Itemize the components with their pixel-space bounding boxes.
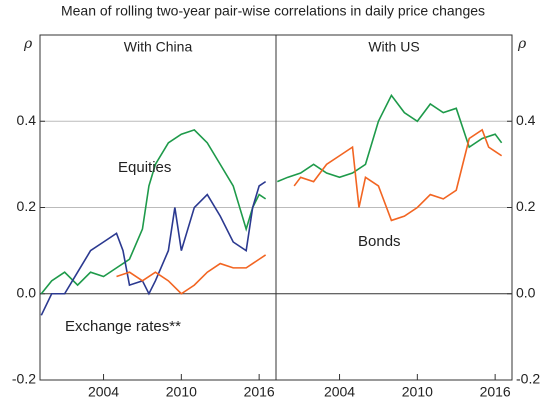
x-tick-label: 2004 (88, 384, 119, 400)
y-tick-label: -0.2 (516, 371, 540, 387)
x-tick-label: 2004 (324, 384, 355, 400)
y-tick-label: 0.2 (17, 198, 37, 214)
series-line (40, 180, 267, 316)
y-tick-label: 0.0 (516, 284, 536, 300)
y-tick-label: -0.2 (12, 371, 36, 387)
y-axis-label: ρ (517, 36, 527, 52)
x-tick-label: 2016 (244, 384, 275, 400)
y-tick-label: 0.2 (516, 198, 536, 214)
x-tick-label: 2010 (166, 384, 197, 400)
chart-title: Mean of rolling two-year pair-wise corre… (61, 3, 485, 19)
panel-title: With China (124, 39, 193, 55)
panel-title: With US (368, 39, 419, 55)
y-tick-label: 0.4 (17, 112, 37, 128)
series-label: Bonds (358, 233, 401, 250)
x-tick-label: 2010 (402, 384, 433, 400)
x-tick-label: 2016 (480, 384, 511, 400)
series-line (276, 93, 503, 183)
y-tick-label: 0.0 (17, 284, 37, 300)
series-label: Exchange rates** (65, 318, 181, 335)
y-tick-label: 0.4 (516, 112, 536, 128)
series-line (116, 254, 267, 295)
series-line (293, 128, 503, 222)
y-axis-label: ρ (23, 36, 33, 52)
series-label: Equities (118, 159, 171, 176)
series-line (40, 128, 267, 295)
